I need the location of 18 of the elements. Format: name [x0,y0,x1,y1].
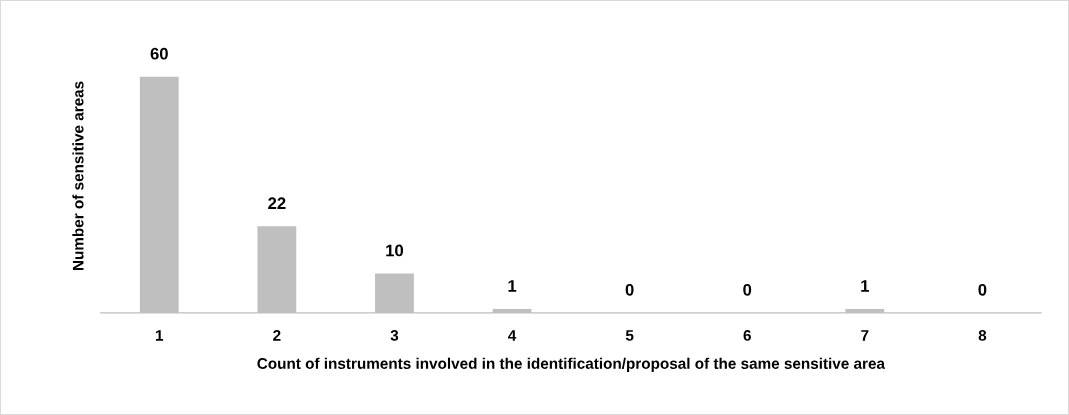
x-tick-label: 7 [861,330,869,341]
x-axis-title: Count of instruments involved in the identification/proposal of the same sensitive area [257,357,886,372]
data-label: 0 [743,283,752,296]
data-label: 10 [386,244,404,257]
data-label: 60 [150,47,168,60]
x-tick-label: 8 [978,329,987,341]
x-tick-label: 1 [156,330,164,341]
data-label: 1 [861,280,869,292]
data-label: 1 [508,280,517,292]
data-label: 0 [625,283,634,296]
x-tick-label: 2 [273,329,281,341]
x-tick-label: 3 [390,329,399,341]
x-tick-label: 5 [625,330,634,341]
y-axis-title: Number of sensitive areas [72,81,84,271]
data-label: 0 [978,283,987,296]
x-tick-label: 6 [743,329,751,341]
x-tick-label: 4 [508,330,517,341]
data-label: 22 [268,197,286,209]
